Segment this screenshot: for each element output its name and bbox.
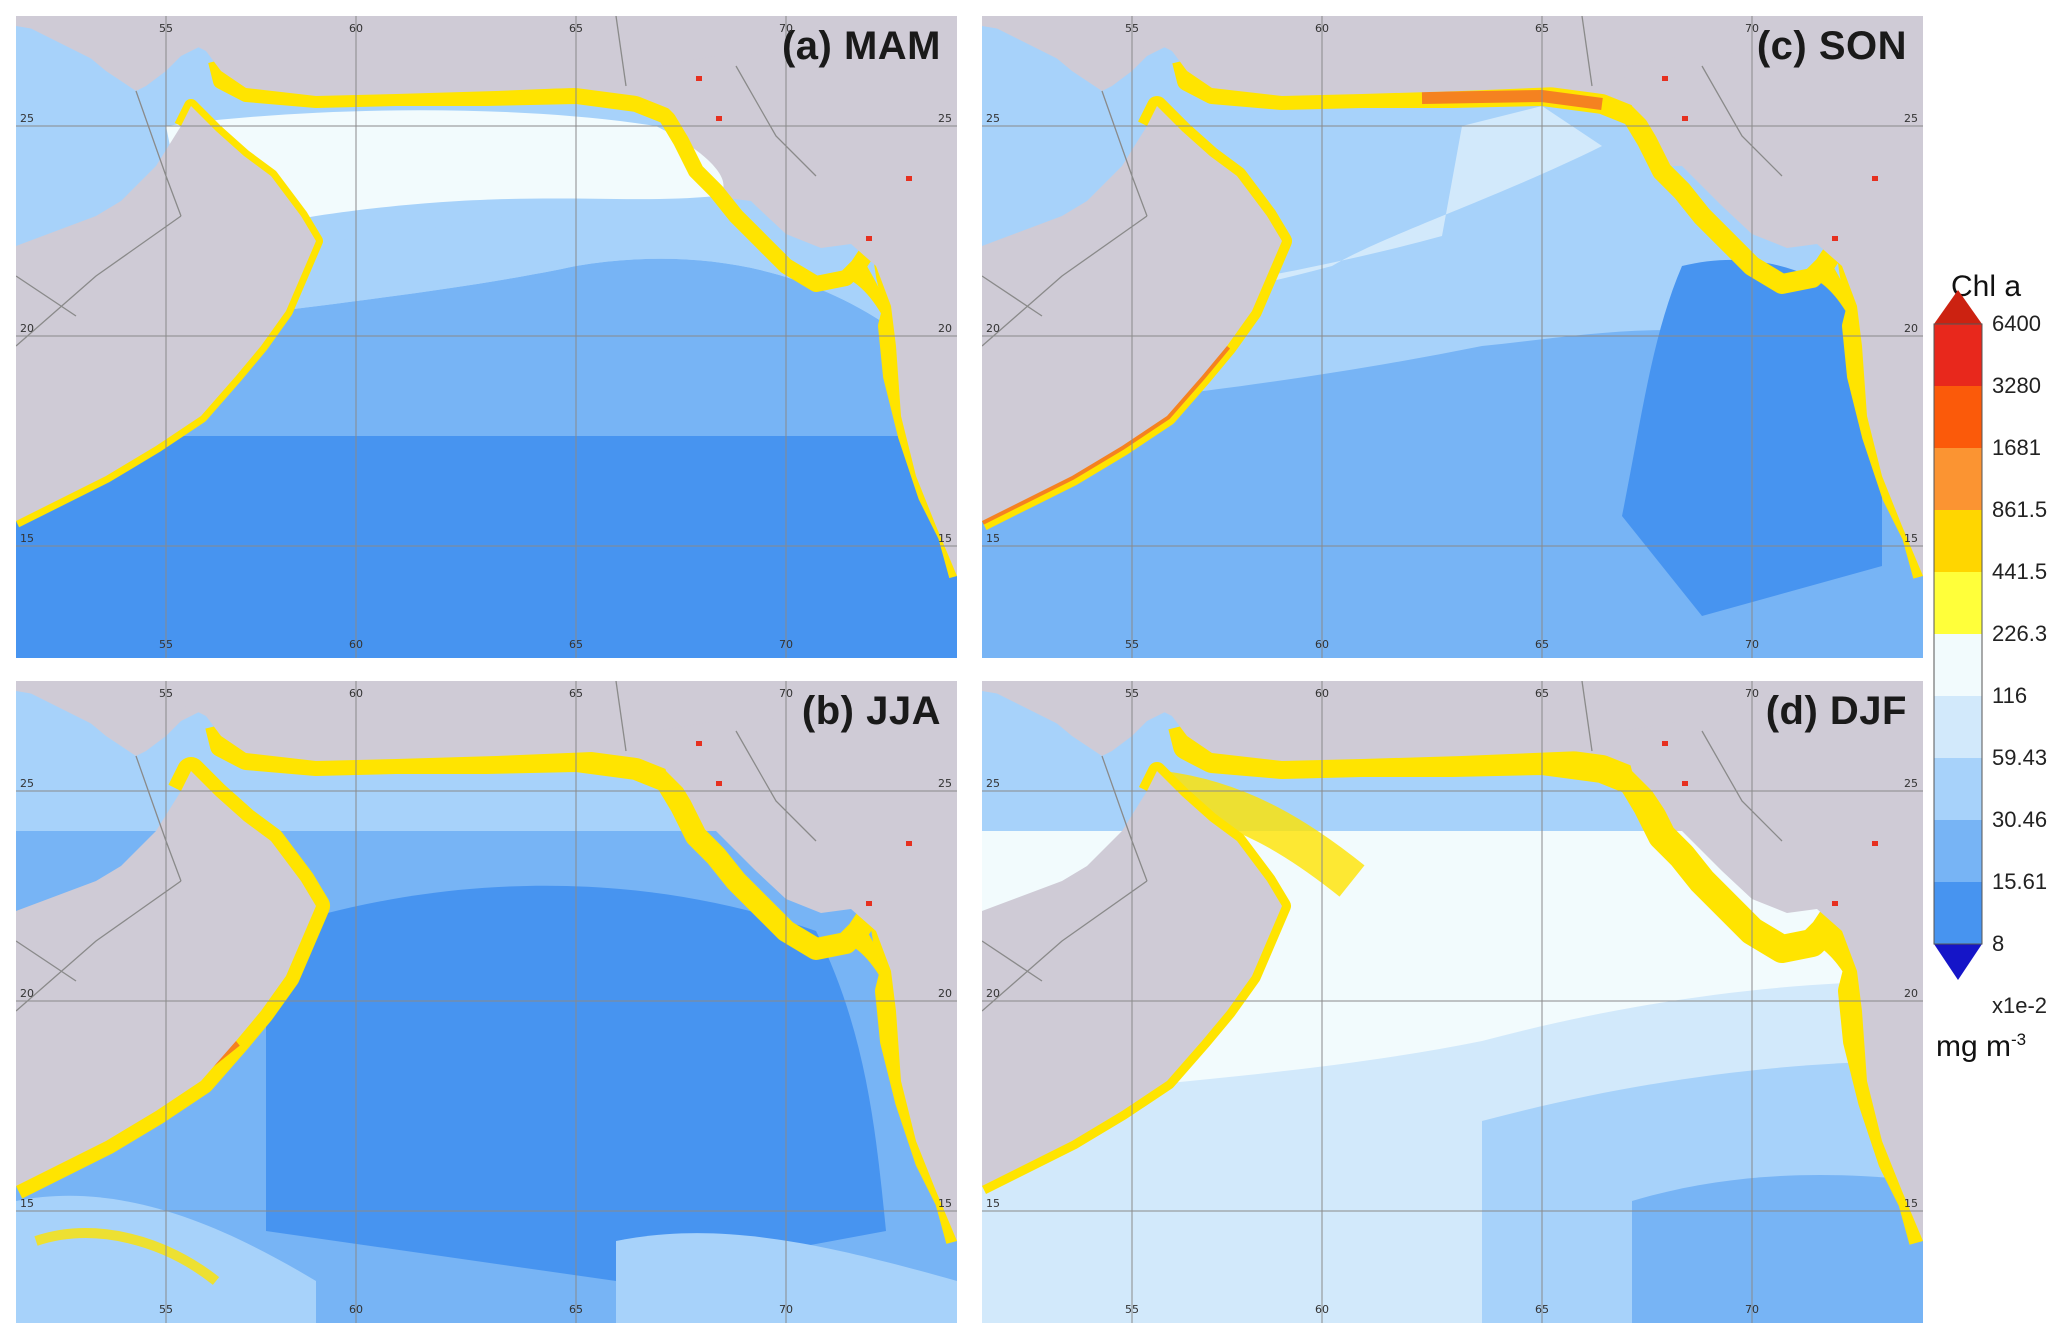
map-panel-mam: (a) MAM 55 55 60 60 65 65 70 70 25 25 20 20 15 15 xyxy=(16,16,957,658)
lat-tick-label: 15 xyxy=(938,1197,952,1210)
lat-tick-label: 25 xyxy=(938,777,952,790)
chlorophyll-map-son xyxy=(982,16,1923,658)
lat-tick-label: 15 xyxy=(20,1197,34,1210)
panel-title-son: (c) SON xyxy=(1756,24,1907,68)
legend-value-label: 861.5 xyxy=(1992,497,2048,522)
legend-unit: mg m-3 xyxy=(1936,1030,2027,1063)
lon-tick-label: 65 xyxy=(1535,687,1549,700)
lat-tick-label: 20 xyxy=(20,322,34,335)
legend-swatch xyxy=(1934,386,1982,448)
lat-tick-label: 25 xyxy=(1904,112,1918,125)
chlorophyll-map-djf xyxy=(982,681,1923,1323)
lon-tick-label: 70 xyxy=(779,1303,793,1316)
legend-swatch xyxy=(1934,882,1982,944)
legend-value-label: 1681 xyxy=(1992,435,2041,460)
map-panel-jja: (b) JJA 55 55 60 60 65 65 70 70 25 25 20 20 15 15 xyxy=(16,681,957,1323)
color-legend: Chl a 6400 3280 1681 861.5 441.5 226.3 116 59.4… xyxy=(1924,260,2067,1063)
lon-tick-label: 55 xyxy=(1125,1303,1139,1316)
lat-tick-label: 15 xyxy=(20,532,34,545)
map-panel-djf: (d) DJF 55 55 60 60 65 65 70 70 25 25 20 20 15 15 xyxy=(982,681,1923,1323)
lon-tick-label: 65 xyxy=(1535,22,1549,35)
lat-tick-label: 20 xyxy=(1904,322,1918,335)
legend-colorbar xyxy=(1933,290,1983,980)
chlorophyll-map-mam xyxy=(16,16,957,658)
panel-title-mam: (a) MAM xyxy=(781,24,941,68)
legend-value-label: 226.3 xyxy=(1992,621,2048,646)
legend-swatch xyxy=(1934,510,1982,572)
lon-tick-label: 65 xyxy=(569,638,583,651)
legend-value-label: 8 xyxy=(1992,931,2005,956)
lon-tick-label: 55 xyxy=(1125,687,1139,700)
legend-value-label: 3280 xyxy=(1992,373,2041,398)
lon-tick-label: 65 xyxy=(569,687,583,700)
legend-value-label: 441.5 xyxy=(1992,559,2048,584)
lon-tick-label: 65 xyxy=(569,1303,583,1316)
legend-value-label: 15.61 xyxy=(1992,869,2048,894)
legend-swatch xyxy=(1934,758,1982,820)
lon-tick-label: 55 xyxy=(159,638,173,651)
map-panel-son: (c) SON 55 55 60 60 65 65 70 70 25 25 20 20 15 15 xyxy=(982,16,1923,658)
lon-tick-label: 65 xyxy=(1535,638,1549,651)
panel-title-djf: (d) DJF xyxy=(1765,689,1907,733)
lat-tick-label: 25 xyxy=(938,112,952,125)
legend-under-arrow xyxy=(1934,944,1982,980)
lon-tick-label: 55 xyxy=(159,1303,173,1316)
lon-tick-label: 70 xyxy=(1745,687,1759,700)
lat-tick-label: 25 xyxy=(20,777,34,790)
legend-swatch xyxy=(1934,448,1982,510)
lon-tick-label: 55 xyxy=(1125,638,1139,651)
lon-tick-label: 65 xyxy=(569,22,583,35)
lon-tick-label: 60 xyxy=(1315,638,1329,651)
lon-tick-label: 55 xyxy=(159,687,173,700)
lon-tick-label: 60 xyxy=(1315,1303,1329,1316)
legend-swatch xyxy=(1934,572,1982,634)
lat-tick-label: 15 xyxy=(938,532,952,545)
lat-tick-label: 20 xyxy=(20,987,34,1000)
lon-tick-label: 70 xyxy=(1745,1303,1759,1316)
legend-value-label: x1e-2 xyxy=(1992,993,2048,1018)
lon-tick-label: 60 xyxy=(349,687,363,700)
lat-tick-label: 20 xyxy=(1904,987,1918,1000)
lon-tick-label: 70 xyxy=(779,687,793,700)
lon-tick-label: 55 xyxy=(1125,22,1139,35)
lon-tick-label: 55 xyxy=(159,22,173,35)
legend-value-label: 59.43 xyxy=(1992,745,2048,770)
legend-swatch xyxy=(1934,634,1982,696)
lat-tick-label: 25 xyxy=(986,777,1000,790)
lat-tick-label: 15 xyxy=(986,1197,1000,1210)
legend-value-label: 30.46 xyxy=(1992,807,2048,832)
lat-tick-label: 20 xyxy=(938,322,952,335)
chlorophyll-map-jja xyxy=(16,681,957,1323)
lat-tick-label: 20 xyxy=(986,322,1000,335)
lon-tick-label: 60 xyxy=(349,1303,363,1316)
lat-tick-label: 20 xyxy=(986,987,1000,1000)
legend-swatch xyxy=(1934,820,1982,882)
lon-tick-label: 70 xyxy=(1745,638,1759,651)
lon-tick-label: 60 xyxy=(1315,22,1329,35)
legend-value-label: 116 xyxy=(1992,683,2028,708)
legend-over-arrow xyxy=(1934,290,1982,324)
lat-tick-label: 25 xyxy=(986,112,1000,125)
lat-tick-label: 15 xyxy=(1904,1197,1918,1210)
lat-tick-label: 15 xyxy=(1904,532,1918,545)
lon-tick-label: 70 xyxy=(779,22,793,35)
lat-tick-label: 25 xyxy=(1904,777,1918,790)
lon-tick-label: 70 xyxy=(779,638,793,651)
lon-tick-label: 60 xyxy=(349,22,363,35)
legend-swatch xyxy=(1934,324,1982,386)
lat-tick-label: 20 xyxy=(938,987,952,1000)
legend-swatch xyxy=(1934,696,1982,758)
lon-tick-label: 60 xyxy=(349,638,363,651)
lon-tick-label: 65 xyxy=(1535,1303,1549,1316)
lon-tick-label: 70 xyxy=(1745,22,1759,35)
lat-tick-label: 15 xyxy=(986,532,1000,545)
legend-value-label: 6400 xyxy=(1992,311,2041,336)
lon-tick-label: 60 xyxy=(1315,687,1329,700)
lat-tick-label: 25 xyxy=(20,112,34,125)
panel-title-jja: (b) JJA xyxy=(801,689,941,733)
